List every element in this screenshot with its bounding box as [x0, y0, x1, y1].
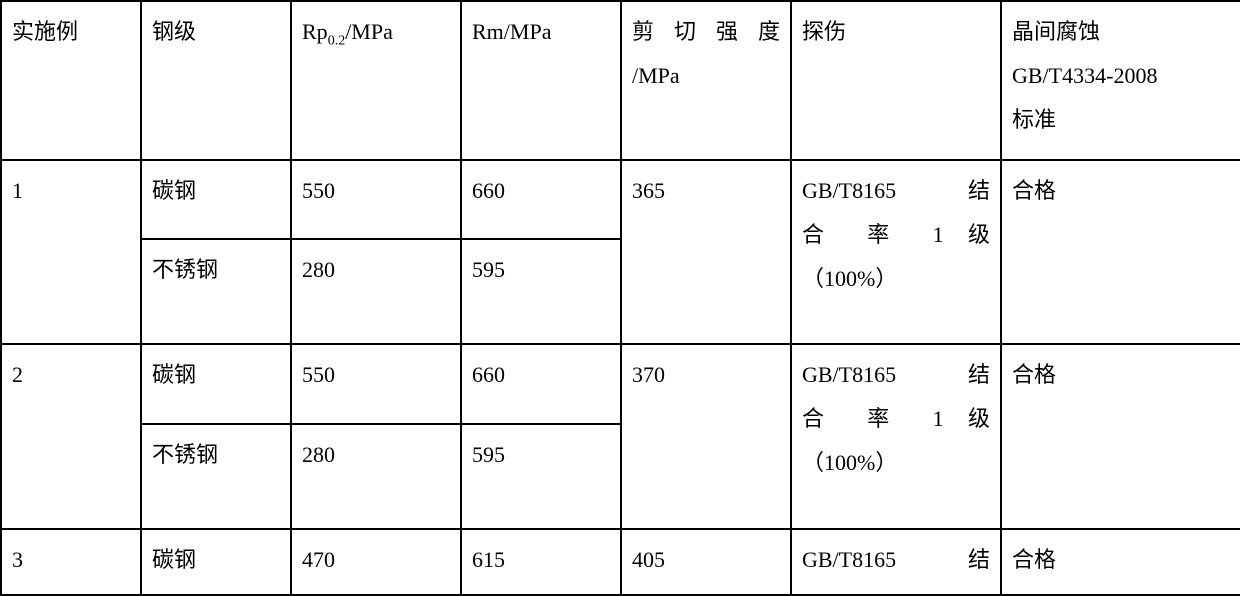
header-shear-l1: 剪 切 强 度 — [632, 10, 780, 54]
cell-rm: 595 — [461, 424, 621, 530]
cell-corr: 合格 — [1001, 344, 1240, 529]
cell-id: 3 — [1, 529, 141, 595]
cell-rm: 615 — [461, 529, 621, 595]
header-corrosion: 晶间腐蚀 GB/T4334-2008 标准 — [1001, 1, 1240, 160]
cell-rm: 660 — [461, 344, 621, 423]
cell-flaw: GB/T8165 结 合 率 1 级 （100%） — [791, 344, 1001, 529]
header-shear: 剪 切 强 度 /MPa — [621, 1, 791, 160]
cell-flaw: GB/T8165 结 合 率 1 级 （100%） — [791, 160, 1001, 345]
header-shear-l2: /MPa — [632, 54, 780, 98]
table-row: 3 碳钢 470 615 405 GB/T8165 结 合格 — [1, 529, 1240, 595]
header-rp-sub: 0.2 — [328, 33, 346, 48]
cell-rp: 550 — [291, 160, 461, 239]
cell-steel: 碳钢 — [141, 529, 291, 595]
cell-flaw: GB/T8165 结 — [791, 529, 1001, 595]
header-example: 实施例 — [1, 1, 141, 160]
cell-corr: 合格 — [1001, 529, 1240, 595]
cell-rp: 470 — [291, 529, 461, 595]
table-row: 2 碳钢 550 660 370 GB/T8165 结 合 率 1 级 （100… — [1, 344, 1240, 423]
table-row: 1 碳钢 550 660 365 GB/T8165 结 合 率 1 级 （100… — [1, 160, 1240, 239]
cell-flaw-l3: （100%） — [802, 257, 990, 301]
cell-shear: 365 — [621, 160, 791, 345]
cell-rm: 595 — [461, 239, 621, 345]
cell-flaw-l3: （100%） — [802, 441, 990, 485]
cell-steel: 不锈钢 — [141, 424, 291, 530]
header-rp-unit: /MPa — [345, 19, 393, 44]
header-rm: Rm/MPa — [461, 1, 621, 160]
cell-corr: 合格 — [1001, 160, 1240, 345]
cell-steel: 不锈钢 — [141, 239, 291, 345]
table-header-row: 实施例 钢级 Rp0.2/MPa Rm/MPa 剪 切 强 度 /MPa 探伤 … — [1, 1, 1240, 160]
cell-rp: 550 — [291, 344, 461, 423]
cell-flaw-l2: 合 率 1 级 — [802, 213, 990, 257]
data-table: 实施例 钢级 Rp0.2/MPa Rm/MPa 剪 切 强 度 /MPa 探伤 … — [0, 0, 1240, 596]
cell-steel: 碳钢 — [141, 344, 291, 423]
table-container: 实施例 钢级 Rp0.2/MPa Rm/MPa 剪 切 强 度 /MPa 探伤 … — [0, 0, 1240, 596]
cell-id: 1 — [1, 160, 141, 345]
cell-rp: 280 — [291, 239, 461, 345]
cell-flaw-l1: GB/T8165 结 — [802, 169, 990, 213]
cell-shear: 405 — [621, 529, 791, 595]
header-corr-l2: GB/T4334-2008 — [1012, 54, 1230, 98]
header-rp: Rp0.2/MPa — [291, 1, 461, 160]
cell-rm: 660 — [461, 160, 621, 239]
cell-shear: 370 — [621, 344, 791, 529]
header-corr-l3: 标准 — [1012, 98, 1230, 142]
header-corr-l1: 晶间腐蚀 — [1012, 10, 1230, 54]
cell-flaw-l2: 合 率 1 级 — [802, 397, 990, 441]
cell-rp: 280 — [291, 424, 461, 530]
cell-flaw-l1: GB/T8165 结 — [802, 538, 990, 582]
header-flaw: 探伤 — [791, 1, 1001, 160]
cell-steel: 碳钢 — [141, 160, 291, 239]
cell-flaw-l1: GB/T8165 结 — [802, 353, 990, 397]
header-steel-grade: 钢级 — [141, 1, 291, 160]
header-rp-main: Rp — [302, 19, 328, 44]
cell-id: 2 — [1, 344, 141, 529]
